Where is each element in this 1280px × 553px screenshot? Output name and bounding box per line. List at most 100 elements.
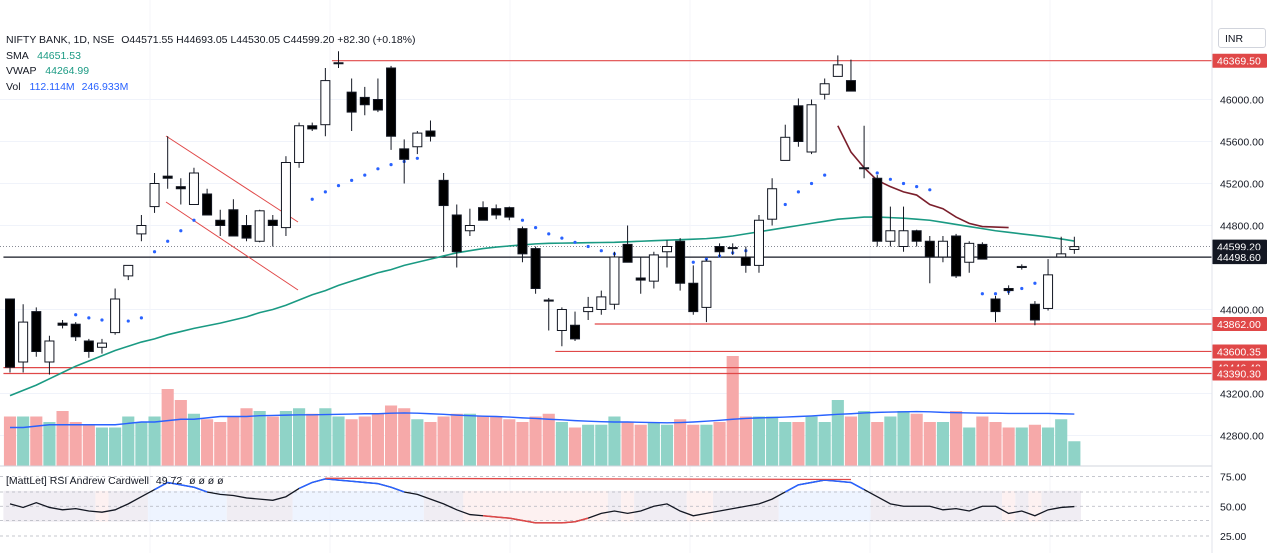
candle-body[interactable] [96, 342, 107, 348]
candle-body[interactable] [57, 322, 68, 326]
candle-body[interactable] [346, 91, 357, 113]
candle-body[interactable] [622, 243, 633, 263]
candle-body[interactable] [70, 323, 81, 338]
candle-body[interactable] [596, 296, 607, 310]
candle-body[interactable] [359, 96, 370, 106]
legend-sma-row[interactable]: SMA 44651.53 [6, 49, 416, 65]
candle-body[interactable] [753, 219, 764, 266]
candle-body[interactable] [556, 308, 567, 331]
candles[interactable] [5, 51, 1080, 375]
candle-body[interactable] [832, 64, 843, 77]
candle-body[interactable] [267, 219, 278, 226]
candle-body[interactable] [372, 98, 383, 111]
candle-body[interactable] [1043, 274, 1054, 309]
currency-selector[interactable]: INR [1218, 28, 1266, 48]
candle-body[interactable] [162, 175, 173, 179]
candle-body[interactable] [31, 311, 42, 352]
candle-body[interactable] [859, 167, 870, 170]
channel-upper-line[interactable] [165, 135, 299, 223]
candle-body[interactable] [425, 130, 436, 137]
candle-body[interactable] [333, 62, 344, 65]
candle-body[interactable] [307, 125, 318, 130]
candle-body[interactable] [951, 235, 962, 277]
candle-body[interactable] [149, 182, 160, 208]
level-lines[interactable] [0, 60, 1212, 375]
candle-body[interactable] [1003, 287, 1014, 292]
candle-body[interactable] [386, 67, 397, 137]
candle-body[interactable] [110, 298, 121, 334]
candle-body[interactable] [662, 245, 672, 253]
price-label-tag[interactable] [1212, 239, 1267, 254]
candle-body[interactable] [18, 321, 29, 363]
candle-body[interactable] [241, 224, 252, 239]
legend-vol-row[interactable]: Vol 112.114M 246.933M [6, 80, 416, 96]
candle-body[interactable] [977, 243, 988, 260]
price-axis[interactable]: 46000.00 45600.00 45200.00 44800.00 44000.00… [1212, 53, 1267, 543]
candle-body[interactable] [675, 240, 686, 284]
candle-body[interactable] [898, 230, 909, 247]
candle-body[interactable] [451, 214, 462, 253]
price-label-tag[interactable] [1212, 366, 1267, 381]
candle-body[interactable] [504, 207, 515, 218]
legend-vwap-row[interactable]: VWAP 44264.99 [6, 64, 416, 80]
candle-body[interactable] [83, 340, 94, 352]
candle-body[interactable] [464, 224, 475, 232]
candle-body[interactable] [280, 161, 291, 229]
candle-body[interactable] [254, 210, 265, 242]
candle-body[interactable] [845, 80, 856, 92]
candle-body[interactable] [491, 208, 502, 216]
candle-body[interactable] [320, 80, 331, 126]
candle-body[interactable] [478, 207, 489, 221]
candle-body[interactable] [793, 105, 804, 142]
candle-body[interactable] [780, 136, 791, 161]
candle-body[interactable] [964, 242, 975, 263]
candle-body[interactable] [924, 240, 935, 258]
price-label-tag[interactable] [1212, 250, 1267, 265]
candle-body[interactable] [1069, 246, 1080, 250]
candle-body[interactable] [701, 260, 712, 308]
candle-body[interactable] [570, 324, 581, 340]
rsi-legend[interactable]: [MattLet] RSI Andrew Cardwell 49.72 ø ø … [6, 475, 224, 487]
candle-body[interactable] [517, 228, 528, 255]
candle-body[interactable] [1029, 303, 1040, 321]
candle-body[interactable] [714, 245, 725, 253]
candle-body[interactable] [188, 172, 199, 205]
candle-body[interactable] [438, 179, 449, 207]
candle-body[interactable] [228, 209, 239, 237]
candle-body[interactable] [1056, 253, 1067, 258]
channel-lower-line[interactable] [165, 201, 299, 291]
candle-body[interactable] [806, 104, 817, 153]
candle-body[interactable] [740, 256, 751, 266]
candle-body[interactable] [583, 306, 594, 313]
candle-body[interactable] [819, 83, 830, 95]
candle-body[interactable] [44, 340, 55, 363]
candle-body[interactable] [294, 125, 305, 163]
candle-body[interactable] [202, 193, 213, 216]
candle-body[interactable] [648, 254, 659, 282]
candle-body[interactable] [530, 248, 541, 289]
candle-body[interactable] [872, 177, 883, 242]
symbol-title[interactable]: NIFTY BANK, 1D, NSE [6, 34, 115, 46]
candle-body[interactable] [215, 219, 226, 226]
candle-body[interactable] [767, 188, 778, 220]
candle-body[interactable] [937, 240, 948, 258]
candle-body[interactable] [399, 148, 410, 160]
candle-body[interactable] [609, 256, 620, 305]
price-label-tag[interactable] [1212, 344, 1267, 359]
candle-body[interactable] [412, 132, 423, 148]
channel-drawing[interactable] [165, 135, 299, 291]
candle-body[interactable] [5, 298, 15, 368]
price-label-tag[interactable] [1212, 316, 1267, 331]
candle-body[interactable] [123, 264, 134, 277]
candle-body[interactable] [635, 277, 646, 281]
candle-body[interactable] [688, 282, 699, 313]
candle-body[interactable] [990, 298, 1001, 313]
rsi-trendline[interactable] [325, 477, 851, 481]
candle-body[interactable] [727, 247, 738, 250]
candle-body[interactable] [543, 299, 554, 302]
candle-body[interactable] [175, 186, 186, 190]
candle-body[interactable] [911, 230, 922, 242]
candle-body[interactable] [136, 224, 147, 235]
candle-body[interactable] [885, 230, 896, 242]
